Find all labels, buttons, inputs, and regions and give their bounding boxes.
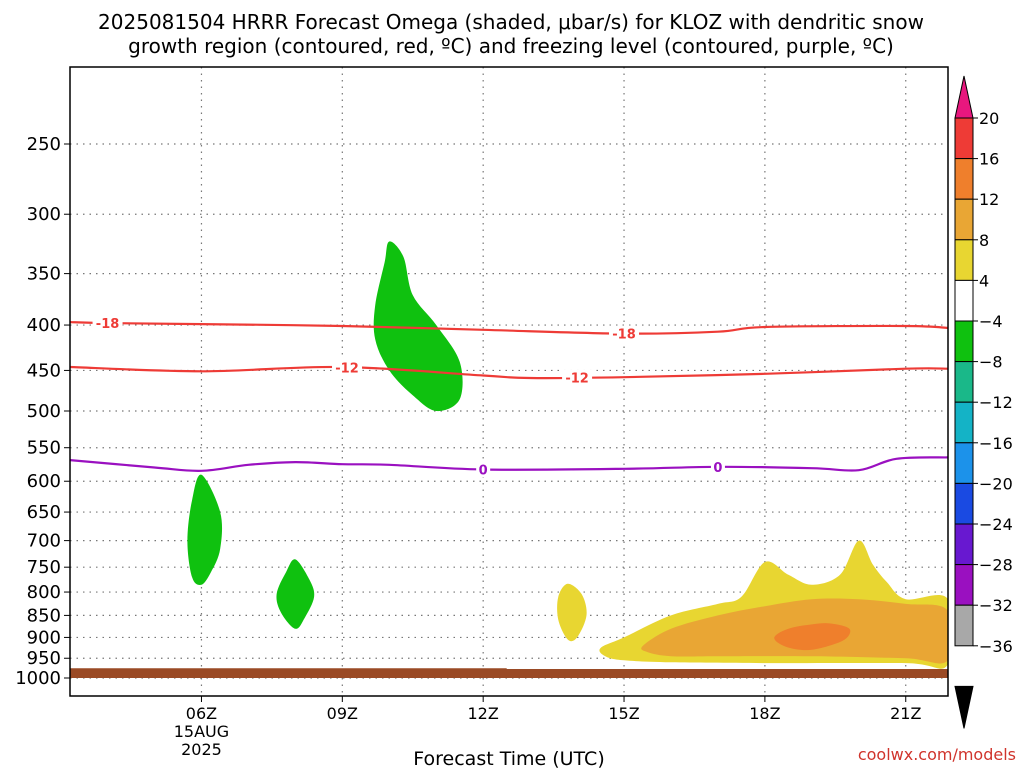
contour-line: [70, 365, 948, 380]
colorbar-bin: [954, 279, 974, 322]
chart-title-line1: 2025081504 HRRR Forecast Omega (shaded, …: [98, 10, 924, 34]
y-tick-label: 700: [27, 531, 61, 552]
x-tick-label: 15Z: [608, 704, 639, 723]
contour-label-bg: [332, 359, 363, 376]
colorbar-bin: [954, 604, 974, 647]
y-tick-label: 300: [27, 204, 61, 225]
y-tick-label: 1000: [15, 668, 61, 689]
y-tick-label: 400: [27, 315, 61, 336]
colorbar-label: 4: [979, 271, 989, 290]
x-tick-label: 12Z: [468, 704, 499, 723]
contour-label: 0: [713, 461, 722, 476]
contour-line: [70, 456, 948, 472]
colorbar-label: 8: [979, 231, 989, 250]
contour-line: [70, 321, 948, 335]
y-tick-label: 350: [27, 264, 61, 285]
omega-shaded-region: [774, 623, 851, 651]
colorbar-bin: [954, 239, 974, 281]
y-tick-label: 750: [27, 557, 61, 578]
colorbar-bin: [954, 564, 974, 606]
y-tick-label: 850: [27, 605, 61, 626]
contour-label: -18: [96, 317, 120, 332]
colorbar-bin: [954, 401, 974, 444]
contour-label: -12: [565, 372, 589, 387]
colorbar-label: −36: [979, 637, 1013, 656]
contour-label-bg: [476, 461, 491, 478]
colorbar-label: −24: [979, 515, 1013, 534]
colorbar-bin: [954, 320, 974, 363]
y-axis: 2503003504004505005506006507007508008509…: [15, 134, 70, 689]
contour-label: -12: [335, 361, 359, 376]
y-tick-label: 550: [27, 438, 61, 459]
y-tick-label: 600: [27, 471, 61, 492]
grid: [70, 67, 948, 696]
ground-region: [70, 668, 948, 678]
y-tick-label: 900: [27, 627, 61, 648]
contours: -18 -18 -12 -12 0 0: [70, 315, 948, 478]
x-tick-sublabel: 15AUG: [174, 722, 229, 741]
contour-label-bg: [562, 369, 593, 386]
omega-shading: [70, 241, 948, 678]
contour-label-bg: [92, 315, 123, 332]
colorbar: 20 16 12 8 4 −4 −8 −12 −16 −20 −24 −28 −32 −36: [954, 75, 1013, 729]
y-tick-label: 950: [27, 648, 61, 669]
colorbar-label: −8: [979, 353, 1003, 372]
colorbar-bin: [954, 685, 974, 729]
x-tick-label: 18Z: [749, 704, 780, 723]
colorbar-label: −20: [979, 474, 1013, 493]
x-tick-label: 06Z: [186, 704, 217, 723]
colorbar-bin: [954, 523, 974, 566]
x-tick-label: 09Z: [327, 704, 358, 723]
colorbar-bin: [954, 442, 974, 484]
omega-shaded-region: [276, 559, 315, 629]
x-tick-label: 21Z: [890, 704, 921, 723]
colorbar-label: −12: [979, 393, 1013, 412]
contour-label: 0: [479, 463, 488, 478]
contour-label-bg: [710, 458, 725, 475]
y-tick-label: 650: [27, 502, 61, 523]
colorbar-bin: [954, 361, 974, 403]
colorbar-bin: [954, 198, 974, 241]
chart-title-line2: growth region (contoured, red, ºC) and f…: [128, 34, 894, 58]
colorbar-bin: [954, 158, 974, 200]
colorbar-bin: [954, 75, 974, 119]
plot-frame: [69, 66, 949, 697]
y-tick-label: 250: [27, 134, 61, 155]
contour-label: -18: [612, 328, 636, 343]
colorbar-label: −4: [979, 312, 1003, 331]
x-tick-sublabel: 2025: [181, 740, 222, 759]
x-axis-label: Forecast Time (UTC): [413, 748, 604, 768]
colorbar-label: 20: [979, 109, 999, 128]
omega-shaded-region: [557, 583, 587, 642]
contour-label-bg: [609, 325, 640, 342]
colorbar-label: −32: [979, 596, 1013, 615]
colorbar-label: 12: [979, 190, 999, 209]
colorbar-bin: [954, 117, 974, 160]
y-tick-label: 450: [27, 360, 61, 381]
colorbar-label: 16: [979, 150, 999, 169]
omega-shaded-region: [187, 474, 223, 586]
colorbar-label: −16: [979, 434, 1013, 453]
y-tick-label: 800: [27, 582, 61, 603]
colorbar-bin: [954, 482, 974, 525]
colorbar-label: −28: [979, 556, 1013, 575]
watermark: coolwx.com/models: [858, 745, 1016, 764]
y-tick-label: 500: [27, 401, 61, 422]
